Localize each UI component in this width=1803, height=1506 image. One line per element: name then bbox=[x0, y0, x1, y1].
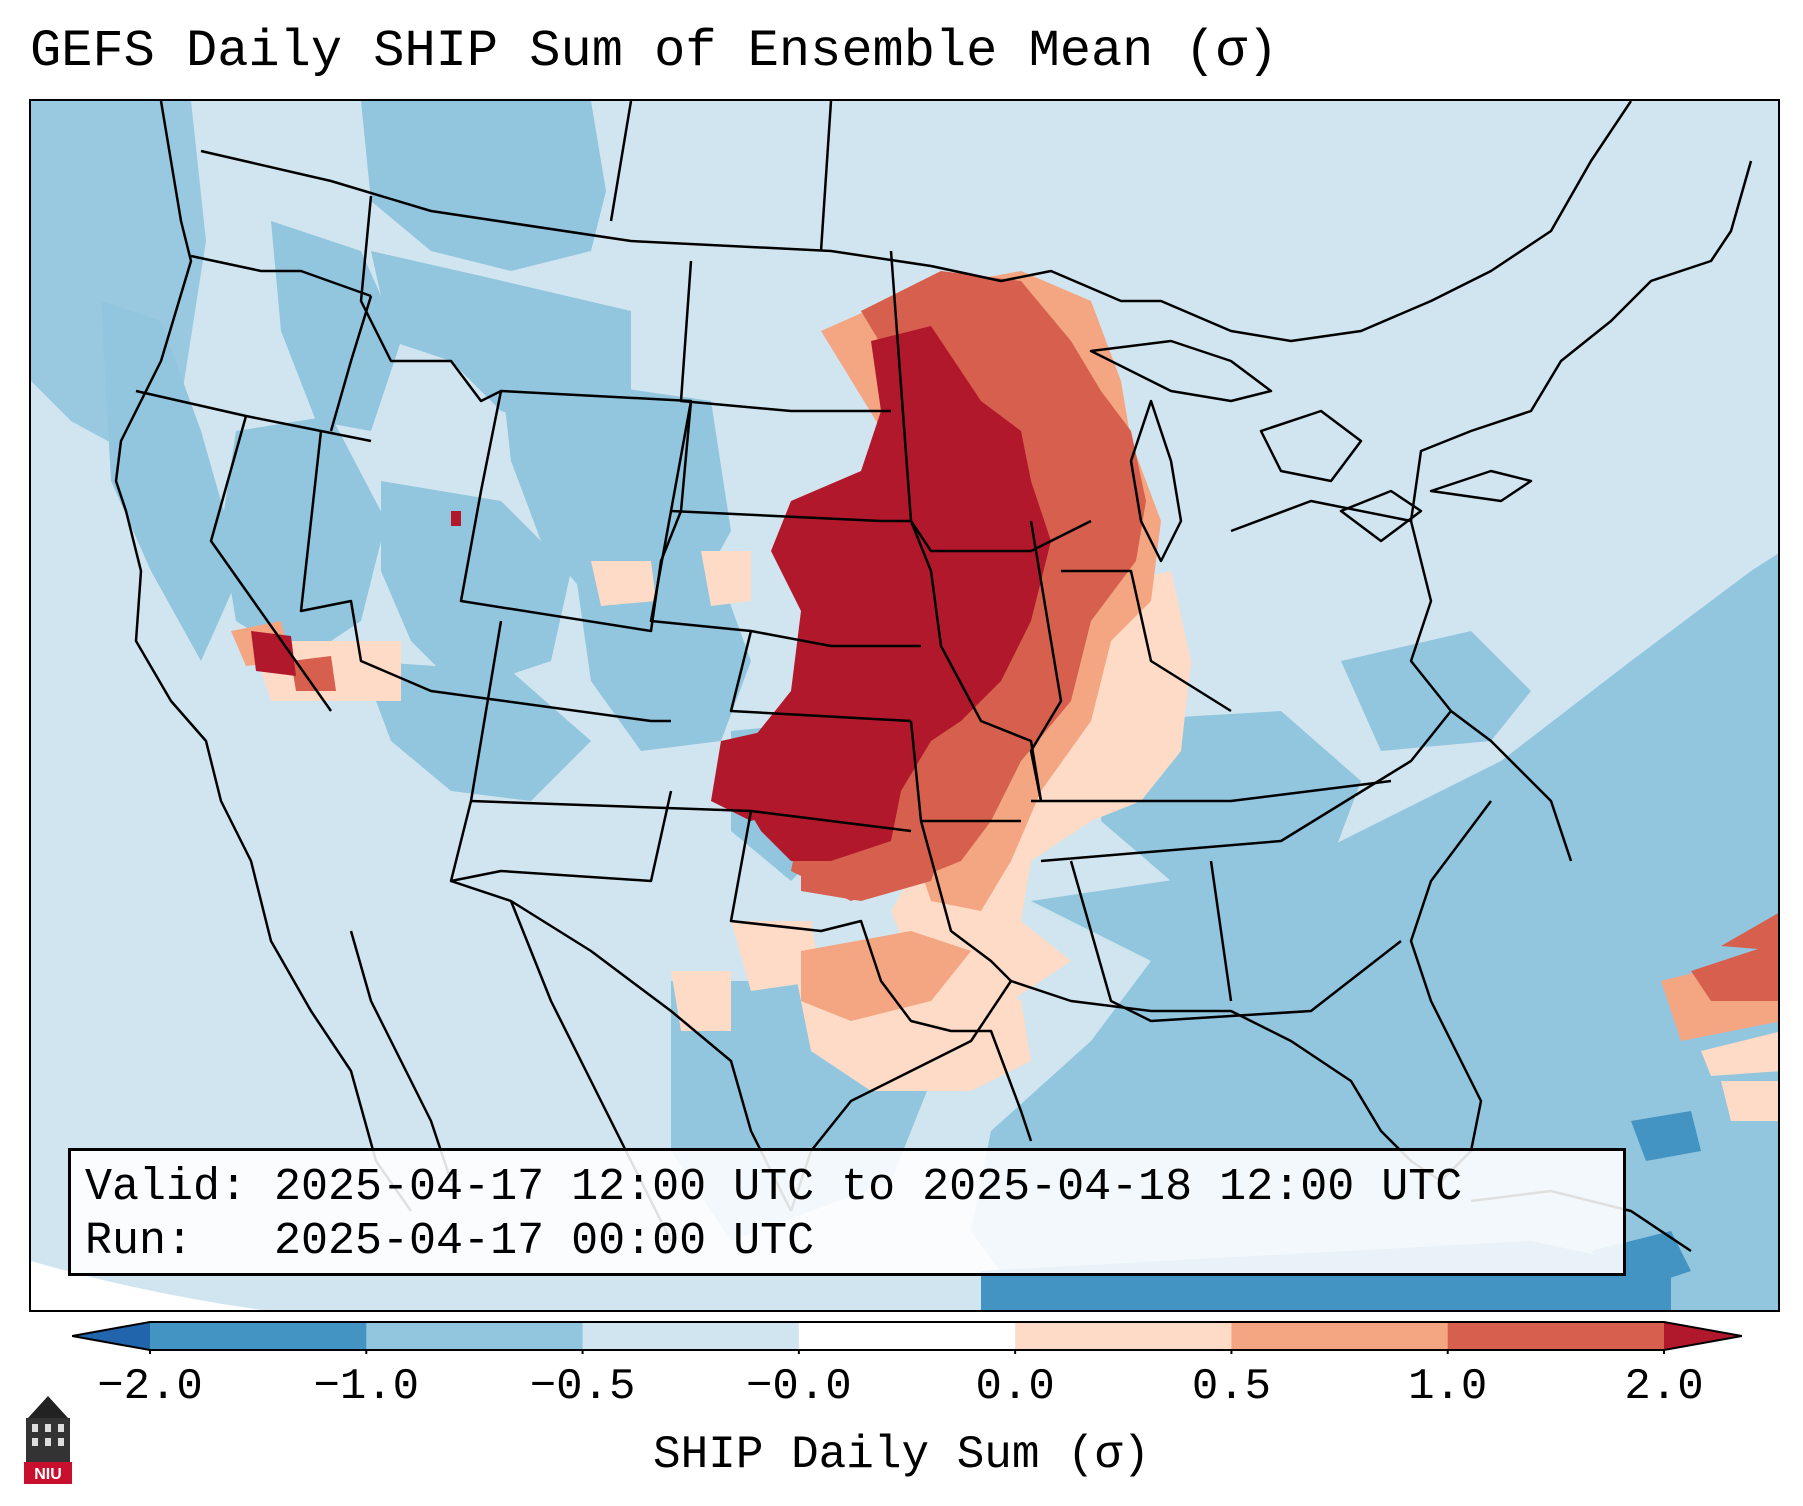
colorbar-segment bbox=[582, 1322, 800, 1350]
colorbar-tick-label: 2.0 bbox=[1624, 1362, 1704, 1412]
colorbar-segment bbox=[150, 1322, 367, 1350]
validity-info-box: Valid: 2025-04-17 12:00 UTC to 2025-04-1… bbox=[68, 1148, 1626, 1276]
ship-field-map bbox=[31, 101, 1778, 1310]
projection-edge-left bbox=[31, 1261, 262, 1310]
colorbar-segment bbox=[798, 1322, 1016, 1350]
colorbar-tick-label: −0.5 bbox=[529, 1362, 636, 1412]
colorbar-tick-label: −1.0 bbox=[313, 1362, 420, 1412]
colorbar-tick-label: −0.0 bbox=[746, 1362, 852, 1412]
colorbar-over-arrow bbox=[1664, 1322, 1742, 1350]
colorbar-under-arrow bbox=[72, 1322, 150, 1350]
colorbar bbox=[72, 1321, 1742, 1354]
colorbar-segments bbox=[150, 1322, 1665, 1350]
run-time-line: Run: 2025-04-17 00:00 UTC bbox=[85, 1216, 815, 1267]
colorbar-segment bbox=[366, 1322, 584, 1350]
logo-text: NIU bbox=[34, 1466, 62, 1483]
colorbar-tick-label: 0.0 bbox=[975, 1362, 1055, 1412]
valid-time-line: Valid: 2025-04-17 12:00 UTC to 2025-04-1… bbox=[85, 1162, 1463, 1213]
colorbar-outline bbox=[72, 1321, 1742, 1351]
colorbar-segment bbox=[1447, 1322, 1665, 1350]
colorbar-label: SHIP Daily Sum (σ) bbox=[653, 1429, 1150, 1481]
state-boundaries bbox=[114, 101, 1753, 1253]
colorbar-tick-label: −2.0 bbox=[97, 1362, 203, 1412]
colorbar-tick-label: 0.5 bbox=[1191, 1362, 1272, 1412]
colorbar-segment bbox=[1231, 1322, 1449, 1350]
colorbar-segment bbox=[1015, 1322, 1232, 1350]
university-tower-icon: NIU bbox=[24, 1396, 72, 1484]
map-panel bbox=[29, 99, 1780, 1312]
colorbar-tick-label: 1.0 bbox=[1408, 1362, 1488, 1412]
map-title: GEFS Daily SHIP Sum of Ensemble Mean (σ) bbox=[30, 22, 1279, 81]
